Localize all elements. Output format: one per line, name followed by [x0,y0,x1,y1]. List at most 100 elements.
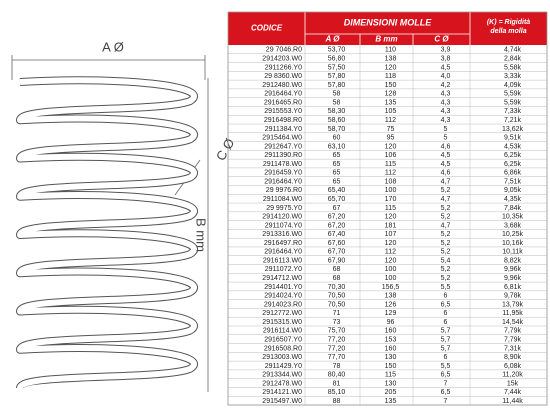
cell: 5,2 [441,214,451,221]
cell: 88 [333,398,341,405]
cell: 2916113.W0 [263,257,302,264]
cell: 6,5 [441,389,451,396]
cell: 29 9976.R0 [266,187,302,194]
cell: 10,35k [502,214,524,221]
cell: 2916464.Y0 [264,91,302,98]
cell: 6,08k [504,363,522,370]
cell: 5,58k [504,64,522,71]
cell: 2912478.W0 [262,380,302,387]
cell: 15k [507,380,519,387]
cell: 9,51k [504,135,522,142]
cell: 13,79k [502,301,524,308]
cell: 65 [333,170,341,177]
cell: 4,53k [504,143,522,150]
cell: 2911084.W0 [263,196,302,203]
cell: 60 [333,135,341,142]
cell: 4,2 [441,82,451,89]
cell: 115 [385,205,396,212]
cell: 57,50 [328,64,346,71]
cell: 6 [444,310,448,317]
cell: 70,30 [328,284,346,291]
cell: 2915464.W0 [262,135,302,142]
cell: 100 [385,187,397,194]
cell: 3,33k [504,73,522,80]
cell: 58 [333,91,341,98]
cell: 120 [385,240,397,247]
cell: 6 [444,293,448,300]
cell: 85,10 [328,389,346,396]
cell: 9,96k [504,266,522,273]
cell: 57,80 [328,73,346,80]
cell: 120 [385,143,397,150]
cell: 135 [385,398,397,405]
cell: 170 [385,196,397,203]
cell: 58,60 [328,117,346,124]
cell: 67,70 [328,249,346,256]
cell: 2914712.W0 [262,275,302,282]
cell: 75,70 [328,328,346,335]
cell: 4,7 [441,222,451,229]
cell: 67,40 [328,231,346,238]
cell: 5,2 [441,275,451,282]
cell: 65,40 [328,187,346,194]
cell: 2911074.Y0 [265,222,302,229]
cell: 77,70 [328,354,346,361]
cell: 4,7 [441,178,451,185]
spring [16,76,198,391]
cell: 9,05k [504,187,522,194]
cell: 11,20k [502,372,523,379]
cell: 7,51k [504,178,522,185]
cell: 7,79k [504,336,522,343]
cell: 108 [385,178,397,185]
cell: 130 [385,354,397,361]
header-bg [228,12,547,45]
cell: 53,70 [328,47,346,54]
cell: 6,5 [441,301,451,308]
cell: 105 [385,108,397,115]
cell: 77,20 [328,336,346,343]
header-b: B mm [375,35,397,44]
cell: 67,60 [328,240,346,247]
cell: 128 [385,91,397,98]
cell: 5,59k [504,91,522,98]
cell: 4,5 [441,152,451,159]
spring-diagram: A Ø C Ø B mm [11,39,237,392]
cell: 9,78k [504,293,522,300]
cell: 4,6 [441,143,451,150]
cell: 2911478.W0 [263,161,302,168]
cell: 68 [333,266,341,273]
cell: 4,7 [441,196,451,203]
cell: 4,3 [441,91,451,98]
cell: 4,6 [441,170,451,177]
cell: 67,90 [328,257,346,264]
cell: 2914203.W0 [262,56,302,63]
cell: 153 [385,336,397,343]
cell: 2913316.W0 [262,231,302,238]
cell: 6 [444,354,448,361]
cell: 80,40 [328,372,346,379]
cell: 2916114.W0 [263,328,302,335]
cell: 205 [385,389,397,396]
cell: 2911429.Y0 [265,363,302,370]
cell: 7,33k [504,108,522,115]
cell: 120 [385,257,397,264]
cell: 65 [333,178,341,185]
cell: 6,25k [504,152,522,159]
cell: 8,82k [504,257,522,264]
cell: 8,90k [504,354,522,361]
cell: 96 [387,319,395,326]
cell: 106 [385,152,397,159]
cell: 138 [385,56,397,63]
cell: 58,70 [328,126,346,133]
cell: 5,7 [441,345,451,352]
cell: 7,44k [504,389,522,396]
cell: 3,8 [441,56,451,63]
cell: 2916464.Y0 [264,249,302,256]
cell: 10,16k [502,240,524,247]
cell: 6,86k [504,170,522,177]
cell: 65,70 [328,196,346,203]
cell: 4,74k [504,47,522,54]
cell: 9,96k [504,275,522,282]
cell: 5,4 [441,257,451,264]
